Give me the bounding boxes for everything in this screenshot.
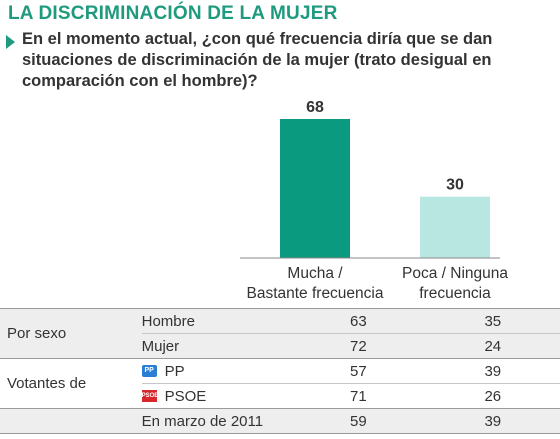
cell-mujer-poca: 24 xyxy=(425,333,560,359)
results-table: Por sexo Hombre 63 35 Mujer 72 24 Votant… xyxy=(0,308,560,434)
row-label-psoe: PSOE PSOE xyxy=(141,383,292,409)
cell-psoe-poca: 26 xyxy=(425,383,560,409)
cell-hombre-poca: 35 xyxy=(425,308,560,334)
bar-2 xyxy=(420,196,490,258)
cell-pp-mucha: 57 xyxy=(291,358,426,384)
pp-logo-icon: PP xyxy=(141,365,157,377)
group-label-sexo: Por sexo xyxy=(0,308,142,359)
table-row: Por sexo Hombre 63 35 xyxy=(0,308,560,359)
cell-psoe-mucha: 71 xyxy=(291,383,426,409)
table-row: En marzo de 2011 59 39 xyxy=(0,408,560,434)
category-label-1-line-2: Bastante frecuencia xyxy=(246,285,383,302)
bar-value-label-1: 68 xyxy=(306,99,324,116)
row-label-hombre: Hombre xyxy=(141,308,292,334)
chart-title: LA DISCRIMINACIÓN DE LA MUJER xyxy=(8,3,338,24)
table-row: Votantes de PP PP 57 39 xyxy=(0,358,560,409)
bar-1 xyxy=(280,119,350,258)
bar-chart: 68 Mucha / Bastante frecuencia 30 Poca / Nin… xyxy=(240,99,508,302)
cell-marzo-poca: 39 xyxy=(425,408,560,434)
category-label-1-line-1: Mucha / xyxy=(287,265,343,282)
row-label-pp: PP PP xyxy=(141,358,292,384)
row-label-marzo-2011: En marzo de 2011 xyxy=(141,408,292,434)
category-label-2-line-1: Poca / Ninguna xyxy=(402,265,508,282)
row-label-psoe-text: PSOE xyxy=(164,387,207,405)
cell-pp-poca: 39 xyxy=(425,358,560,384)
survey-question: En el momento actual, ¿con qué frecuenci… xyxy=(22,30,493,90)
triangle-bullet-icon xyxy=(6,35,15,49)
category-label-2-line-2: frecuencia xyxy=(419,285,491,302)
row-label-pp-text: PP xyxy=(164,362,185,380)
psoe-logo-icon: PSOE xyxy=(141,390,158,402)
group-label-votantes: Votantes de xyxy=(0,358,142,409)
cell-marzo-mucha: 59 xyxy=(291,408,426,434)
row-label-mujer: Mujer xyxy=(141,333,292,359)
cell-hombre-mucha: 63 xyxy=(291,308,426,334)
cell-mujer-mucha: 72 xyxy=(291,333,426,359)
group-label-empty xyxy=(0,408,142,434)
table-row: Mujer 72 24 xyxy=(0,333,560,359)
bar-value-label-2: 30 xyxy=(446,177,464,194)
